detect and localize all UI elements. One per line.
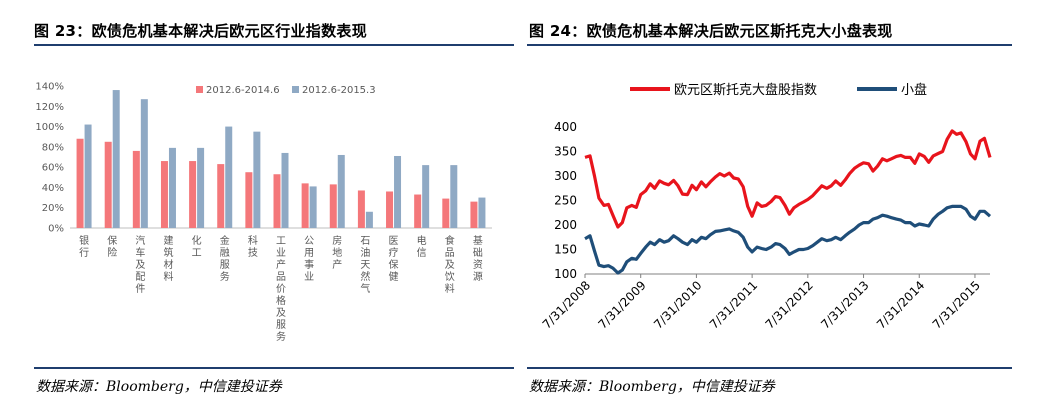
bar-category-label: 电信 bbox=[417, 234, 427, 259]
line-x-tick-label: 7/31/2013 bbox=[818, 278, 871, 331]
line-y-tick-label: 250 bbox=[554, 194, 577, 208]
line-legend-label: 小盘 bbox=[901, 82, 927, 98]
right-figure: 图 24：欧债危机基本解决后欧元区斯托克大小盘表现 100 150 200 250 30… bbox=[527, 0, 1039, 417]
bar-category-label: 医疗保健 bbox=[389, 235, 399, 283]
bar-y-tick-label: 80% bbox=[42, 142, 64, 153]
bar-series-1-bar bbox=[189, 161, 197, 228]
bar-series-2-bar bbox=[168, 147, 176, 228]
bar-y-tick-label: 60% bbox=[42, 163, 64, 174]
bar-legend-swatch bbox=[292, 86, 299, 93]
line-x-tick-label: 7/31/2015 bbox=[930, 278, 983, 331]
line-x-tick-label: 7/31/2012 bbox=[763, 278, 816, 331]
line-x-tick-label: 7/31/2010 bbox=[651, 278, 704, 331]
bar-y-tick-label: 120% bbox=[35, 102, 64, 113]
line-legend-label: 欧元区斯托克大盘股指数 bbox=[674, 82, 817, 98]
bar-category-label: 房地产 bbox=[332, 234, 342, 271]
right-title-rule bbox=[527, 44, 1012, 46]
bar-series-1-bar bbox=[273, 174, 281, 228]
bar-category-label: 建筑材料 bbox=[163, 234, 173, 283]
bar-y-tick-label: 100% bbox=[35, 122, 64, 133]
bar-series-2-bar bbox=[337, 154, 345, 228]
bar-series-2-bar bbox=[197, 147, 205, 228]
line-x-tick-label: 7/31/2008 bbox=[540, 278, 593, 331]
right-figure-title: 图 24：欧债危机基本解决后欧元区斯托克大小盘表现 bbox=[529, 22, 893, 40]
bar-series-1-bar bbox=[160, 161, 168, 228]
bar-series-1-bar bbox=[76, 138, 84, 228]
bar-category-label: 食品及饮料 bbox=[445, 234, 455, 295]
bar-series-1-bar bbox=[386, 191, 394, 228]
bar-series-2-bar bbox=[422, 165, 430, 228]
bar-series-2-bar bbox=[281, 152, 289, 228]
right-source-rule bbox=[527, 367, 1012, 369]
line-x-tick-label: 7/31/2014 bbox=[874, 278, 927, 331]
bar-series-1-bar bbox=[132, 150, 140, 228]
line-series-2 bbox=[584, 204, 992, 275]
bar-y-tick-label: 40% bbox=[42, 183, 64, 194]
bar-category-label: 汽车及配件 bbox=[135, 234, 145, 295]
line-y-tick-label: 350 bbox=[554, 145, 577, 159]
left-title-rule bbox=[34, 44, 514, 46]
left-source-note: 数据来源：Bloomberg，中信建投证券 bbox=[36, 379, 282, 395]
bar-legend-label: 2012.6-2015.3 bbox=[302, 85, 376, 96]
bar-category-label: 石油天然气 bbox=[360, 236, 370, 295]
bar-series-2-bar bbox=[140, 99, 148, 228]
bar-category-label: 科技 bbox=[248, 234, 258, 259]
line-y-tick-label: 200 bbox=[554, 218, 577, 232]
line-y-tick-label: 400 bbox=[554, 120, 577, 134]
bar-series-2-bar bbox=[309, 186, 317, 228]
line-y-tick-label: 150 bbox=[554, 243, 577, 257]
bar-category-label: 保险 bbox=[107, 234, 117, 259]
bar-category-label: 银行 bbox=[79, 234, 89, 259]
bar-series-2-bar bbox=[112, 90, 120, 228]
bar-category-label: 金融服务 bbox=[220, 234, 230, 283]
bar-series-2-bar bbox=[84, 124, 92, 228]
bar-series-1-bar bbox=[470, 201, 478, 228]
bar-y-tick-label: 0% bbox=[48, 224, 64, 235]
bar-category-label: 基础资源 bbox=[473, 234, 483, 283]
bar-legend-swatch bbox=[196, 86, 203, 93]
bar-series-1-bar bbox=[357, 190, 365, 228]
line-x-tick-label: 7/31/2009 bbox=[595, 278, 648, 331]
bar-category-label: 工业产品价格及服务 bbox=[276, 236, 286, 343]
right-source-note: 数据来源：Bloomberg，中信建投证券 bbox=[529, 379, 775, 395]
bar-series-1-bar bbox=[329, 184, 337, 228]
bar-legend-label: 2012.6-2014.6 bbox=[206, 85, 280, 96]
bar-series-2-bar bbox=[394, 155, 402, 228]
bar-category-label: 化工 bbox=[192, 234, 202, 259]
bar-series-1-bar bbox=[414, 194, 422, 228]
bar-series-2-bar bbox=[365, 211, 373, 228]
bar-y-tick-label: 140% bbox=[35, 82, 64, 93]
bar-series-2-bar bbox=[450, 165, 458, 228]
line-y-tick-label: 100 bbox=[554, 267, 577, 281]
bar-series-1-bar bbox=[217, 164, 225, 228]
bar-series-1-bar bbox=[301, 183, 309, 228]
left-source-rule bbox=[34, 367, 514, 369]
bar-category-label: 公用事业 bbox=[304, 236, 314, 283]
bar-series-2-bar bbox=[253, 131, 261, 228]
line-series-1 bbox=[584, 129, 992, 229]
bar-series-2-bar bbox=[478, 197, 486, 228]
bar-y-tick-label: 20% bbox=[42, 203, 64, 214]
left-figure-title: 图 23：欧债危机基本解决后欧元区行业指数表现 bbox=[34, 22, 367, 40]
bar-series-2-bar bbox=[225, 126, 233, 228]
bar-series-1-bar bbox=[245, 172, 253, 228]
line-y-tick-label: 300 bbox=[554, 169, 577, 183]
bar-series-1-bar bbox=[442, 198, 450, 228]
left-figure: 图 23：欧债危机基本解决后欧元区行业指数表现 0% 20% 40% 60% 80% 10… bbox=[0, 0, 515, 417]
line-x-tick-label: 7/31/2011 bbox=[707, 278, 760, 331]
bar-series-1-bar bbox=[104, 141, 112, 228]
